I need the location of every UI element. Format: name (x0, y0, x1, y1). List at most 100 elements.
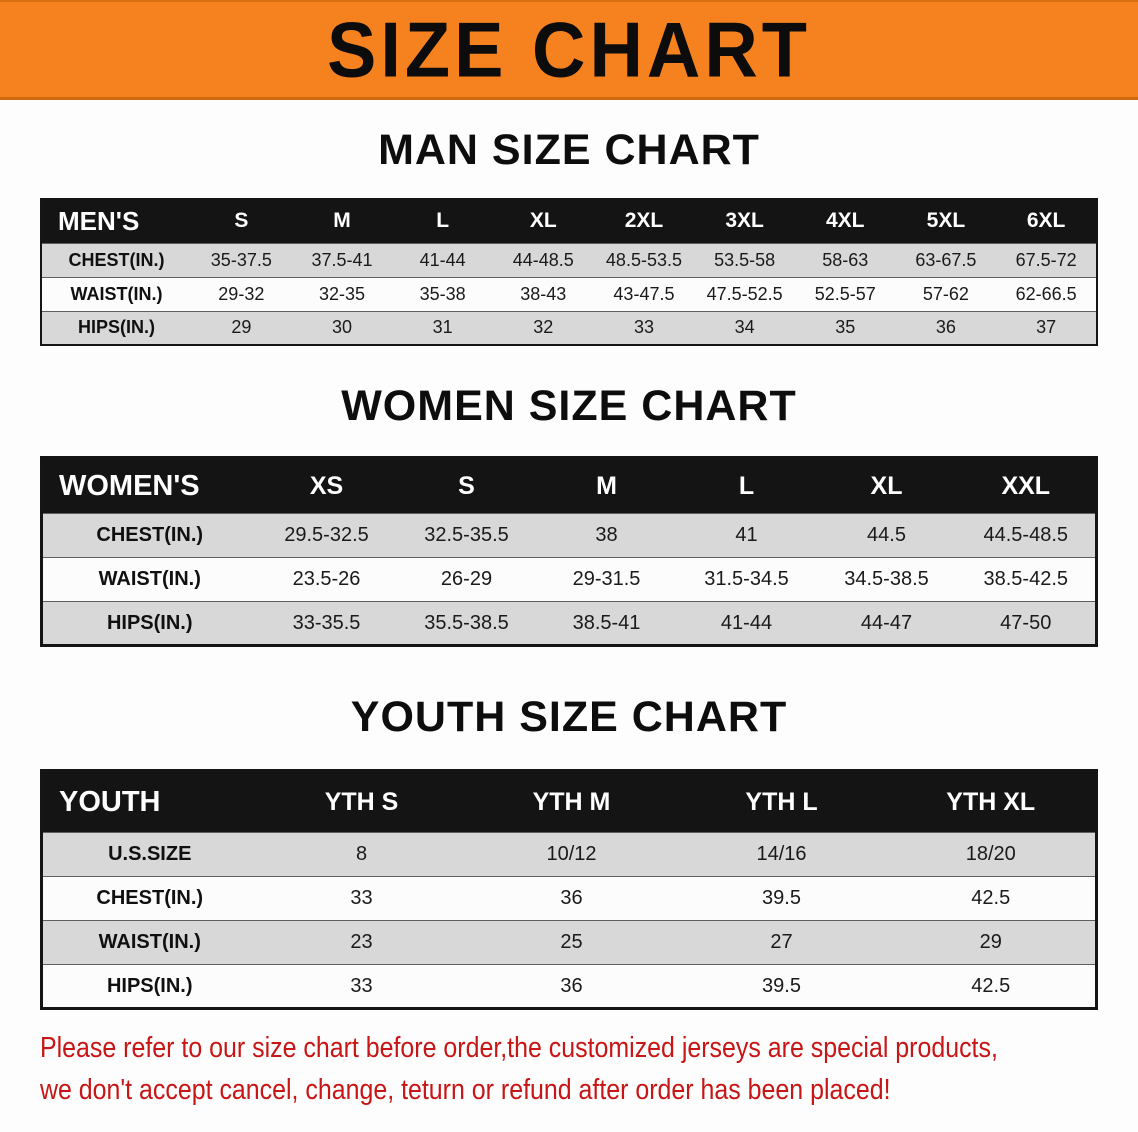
size-column-header: S (396, 457, 537, 514)
row-label: U.S.SIZE (108, 843, 192, 866)
size-value-cell: 42.5 (971, 974, 1011, 997)
size-column-header: M (536, 457, 677, 514)
size-value-cell: 43-47.5 (613, 283, 675, 304)
size-value-cell: 23 (350, 931, 373, 954)
disclaimer: Please refer to our size chart before or… (40, 1032, 1138, 1107)
size-value-cell: 18/20 (965, 843, 1016, 866)
size-value-cell: 44-48.5 (512, 249, 574, 270)
youth-size-section: YOUTH SIZE CHART YOUTH YTH S YTH M YTH L YTH… (0, 693, 1138, 1011)
women-size-table: WOMEN'S XS S M L XL XXL CHEST(IN.) 29.5-32.5 32.5… (40, 456, 1098, 648)
disclaimer-line-1: Please refer to our size chart before or… (40, 1032, 998, 1065)
size-value-cell: 23.5-26 (292, 568, 361, 591)
size-value-cell: 14/16 (756, 843, 807, 866)
size-value-cell: 57-62 (922, 283, 969, 304)
size-value-cell: 48.5-53.5 (605, 249, 682, 270)
measurement-row: CHEST(IN.) 29.5-32.5 32.5-35.5 38 41 44.5 44.5… (41, 513, 1097, 558)
row-label: HIPS(IN.) (77, 317, 155, 338)
size-column-header: YTH L (676, 770, 887, 833)
size-value-cell: 8 (355, 843, 368, 866)
women-size-section: WOMEN SIZE CHART WOMEN'S XS S M L XL XXL CHEST(… (0, 382, 1138, 648)
header-row: WOMEN'S XS S M L XL XXL (41, 457, 1097, 514)
women-section-heading: WOMEN SIZE CHART (341, 382, 797, 431)
size-column-header: S (191, 199, 292, 244)
size-value-cell: 58-63 (822, 249, 869, 270)
size-value-cell: 32 (533, 317, 554, 338)
header-row: MEN'S S M L XL 2XL 3XL 4XL 5XL 6XL (41, 199, 1097, 244)
measurement-row: HIPS(IN.) 33 36 39.5 42.5 (41, 964, 1097, 1009)
row-label: WAIST(IN.) (98, 568, 201, 591)
size-column-header: YTH S (256, 770, 467, 833)
table-corner-label: YOUTH (41, 770, 257, 833)
row-label: WAIST(IN.) (98, 931, 201, 954)
size-column-header: XL (816, 457, 957, 514)
size-value-cell: 38-43 (520, 283, 567, 304)
size-value-cell: 35-37.5 (210, 249, 272, 270)
measurement-row: HIPS(IN.) 29 30 31 32 33 34 35 36 37 (41, 311, 1097, 346)
size-value-cell: 31.5-34.5 (704, 568, 789, 591)
size-column-header: 2XL (593, 199, 695, 244)
measurement-row: WAIST(IN.) 23 25 27 29 (41, 920, 1097, 965)
size-column-header: L (392, 199, 493, 244)
size-value-cell: 63-67.5 (915, 249, 977, 270)
row-label: HIPS(IN.) (106, 974, 193, 997)
size-column-header: YTH XL (886, 770, 1097, 833)
size-value-cell: 31 (432, 317, 453, 338)
size-value-cell: 36 (560, 887, 583, 910)
size-column-header: 5XL (895, 199, 997, 244)
measurement-row: WAIST(IN.) 29-32 32-35 35-38 38-43 43-47.5 47.… (41, 277, 1097, 312)
size-value-cell: 33 (633, 317, 654, 338)
size-value-cell: 29-32 (218, 283, 265, 304)
size-value-cell: 29-31.5 (572, 568, 641, 591)
size-value-cell: 62-66.5 (1015, 283, 1077, 304)
size-column-header: XXL (956, 457, 1097, 514)
size-column-header: 4XL (794, 199, 896, 244)
men-size-table: MEN'S S M L XL 2XL 3XL 4XL 5XL 6XL CHEST(IN.) 35-37… (40, 198, 1098, 347)
size-value-cell: 33-35.5 (292, 611, 361, 634)
title-banner: SIZE CHART (0, 0, 1138, 100)
size-value-cell: 29 (979, 931, 1002, 954)
size-value-cell: 10/12 (546, 843, 597, 866)
size-column-header: L (676, 457, 817, 514)
size-value-cell: 30 (331, 317, 352, 338)
size-value-cell: 41-44 (419, 249, 466, 270)
size-column-header: M (291, 199, 393, 244)
men-size-section: MAN SIZE CHART MEN'S S M L XL 2XL 3XL 4XL 5XL 6XL… (0, 126, 1138, 347)
size-value-cell: 29.5-32.5 (284, 524, 369, 547)
size-value-cell: 36 (560, 974, 583, 997)
size-value-cell: 47-50 (1000, 611, 1052, 634)
size-value-cell: 67.5-72 (1015, 249, 1077, 270)
measurement-row: WAIST(IN.) 23.5-26 26-29 29-31.5 31.5-34.5 34… (41, 557, 1097, 602)
disclaimer-line-2: we don't accept cancel, change, teturn o… (40, 1073, 891, 1106)
size-column-header: 3XL (694, 199, 795, 244)
row-label: CHEST(IN.) (96, 887, 204, 910)
size-column-header: XL (492, 199, 594, 244)
size-value-cell: 47.5-52.5 (706, 283, 783, 304)
measurement-row: CHEST(IN.) 33 36 39.5 42.5 (41, 876, 1097, 921)
measurement-row: HIPS(IN.) 33-35.5 35.5-38.5 38.5-41 41-44 44-… (41, 601, 1097, 646)
row-label: CHEST(IN.) (68, 249, 165, 270)
row-label: CHEST(IN.) (96, 524, 204, 547)
size-value-cell: 44.5 (867, 524, 906, 547)
size-value-cell: 42.5 (971, 887, 1011, 910)
size-value-cell: 34.5-38.5 (844, 568, 929, 591)
size-value-cell: 26-29 (440, 568, 493, 591)
youth-size-table: YOUTH YTH S YTH M YTH L YTH XL U.S.SIZE 8 10/12… (40, 769, 1098, 1011)
size-value-cell: 44-47 (860, 611, 913, 634)
size-value-cell: 41 (735, 524, 758, 547)
size-value-cell: 32.5-35.5 (424, 524, 509, 547)
size-column-header: XS (256, 457, 397, 514)
size-value-cell: 25 (560, 931, 583, 954)
page-title: SIZE CHART (327, 5, 811, 94)
size-value-cell: 38 (595, 524, 618, 547)
size-value-cell: 33 (350, 974, 373, 997)
table-corner-label: MEN'S (41, 199, 191, 244)
measurement-row: U.S.SIZE 8 10/12 14/16 18/20 (41, 832, 1097, 877)
size-value-cell: 35.5-38.5 (424, 611, 509, 634)
size-value-cell: 32-35 (318, 283, 365, 304)
size-value-cell: 29 (231, 317, 252, 338)
size-value-cell: 27 (770, 931, 793, 954)
size-value-cell: 35 (835, 317, 856, 338)
size-value-cell: 39.5 (762, 887, 801, 910)
header-row: YOUTH YTH S YTH M YTH L YTH XL (41, 770, 1097, 833)
